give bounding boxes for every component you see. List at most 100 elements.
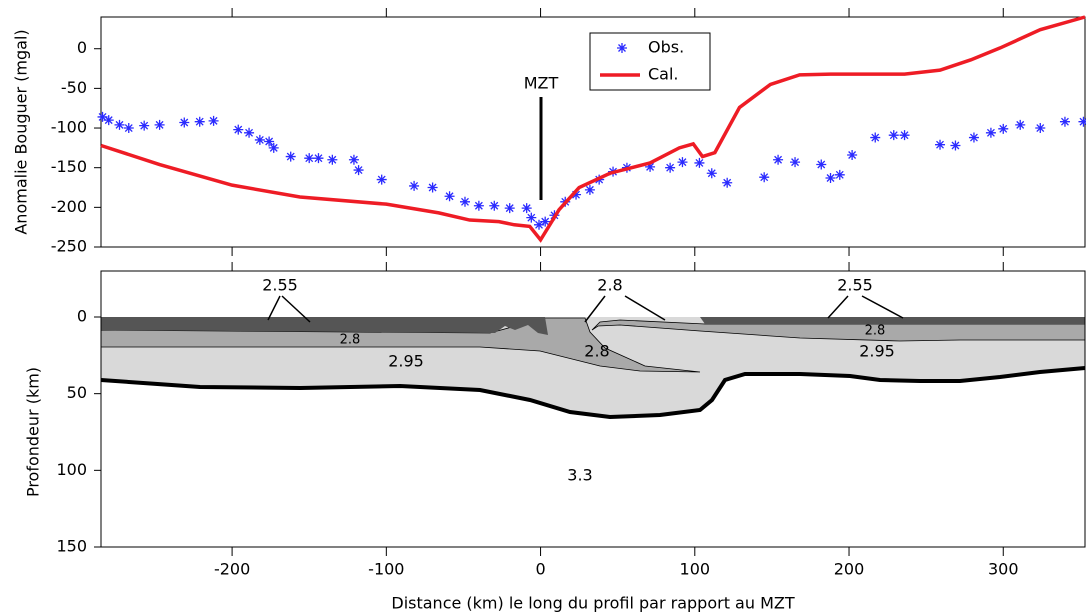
- obs-point: [114, 119, 125, 130]
- obs-point: [706, 168, 717, 179]
- axes-frame: [100, 270, 1086, 548]
- obs-point: [353, 165, 364, 176]
- density-label: 2.95: [859, 342, 895, 361]
- y-axis-label: Profondeur (km): [24, 367, 43, 497]
- y-tick-label: 100: [56, 460, 87, 479]
- obs-point: [285, 151, 296, 162]
- obs-point: [409, 180, 420, 191]
- obs-point: [722, 177, 733, 188]
- legend-marker: [617, 43, 627, 53]
- x-tick-label: -200: [214, 560, 250, 579]
- obs-point: [935, 139, 946, 150]
- density-label: 3.3: [567, 466, 592, 485]
- y-tick-label: 150: [56, 537, 87, 556]
- cross-section: [100, 295, 1086, 420]
- obs-point: [540, 216, 551, 227]
- density-label: 2.55: [262, 276, 298, 295]
- annotation: MZT: [524, 74, 559, 93]
- obs-point: [194, 116, 205, 127]
- x-tick-label: 300: [988, 560, 1019, 579]
- label-pointers: [267, 295, 904, 323]
- layer-2-8-left: [100, 317, 701, 373]
- y-tick-label: -100: [51, 118, 87, 137]
- layer-2-55-right: [700, 317, 1085, 324]
- obs-point: [233, 124, 244, 135]
- density-label: 2.8: [597, 276, 622, 295]
- legend-label: Cal.: [648, 65, 679, 84]
- obs-point: [103, 115, 114, 126]
- obs-point: [759, 172, 770, 183]
- obs-point: [489, 200, 500, 211]
- obs-point: [899, 130, 910, 141]
- x-tick-label: -100: [368, 560, 404, 579]
- section-labels: 2.55 2.8 2.55 2.8 2.95 2.8 2.8 2.95 3.3: [262, 276, 895, 485]
- obs-point: [376, 174, 387, 185]
- obs-point: [179, 117, 190, 128]
- obs-point: [1078, 116, 1086, 127]
- obs-point: [526, 212, 537, 223]
- y-tick-label: 50: [67, 383, 87, 402]
- y-tick-label: -250: [51, 237, 87, 256]
- legend-label: Obs.: [648, 38, 684, 57]
- obs-point: [870, 132, 881, 143]
- obs-point: [504, 203, 515, 214]
- obs-point: [834, 169, 845, 180]
- density-label: 2.8: [865, 324, 886, 339]
- x-tick-label: 0: [535, 560, 545, 579]
- obs-point: [998, 123, 1009, 134]
- x-tick-label: 100: [680, 560, 711, 579]
- axes-frame: [100, 16, 1086, 248]
- obs-point: [645, 161, 656, 172]
- obs-point: [304, 153, 315, 164]
- obs-point: [123, 123, 134, 134]
- obs-point: [534, 219, 545, 230]
- obs-point: [950, 140, 961, 151]
- obs-point: [154, 119, 165, 130]
- y-axis-label: Anomalie Bouguer (mgal): [12, 29, 31, 234]
- layer-2-55-left: [101, 317, 548, 335]
- obs-point: [254, 134, 265, 145]
- obs-point: [694, 157, 705, 168]
- obs-point: [327, 154, 338, 165]
- y-tick-label: 0: [77, 38, 87, 57]
- y-tick-label: -200: [51, 197, 87, 216]
- obs-point: [427, 182, 438, 193]
- density-label: 2.55: [837, 276, 873, 295]
- model-line: [100, 15, 1086, 243]
- obs-point: [985, 127, 996, 138]
- obs-point: [97, 111, 108, 122]
- obs-point: [473, 200, 484, 211]
- obs-point: [888, 130, 899, 141]
- obs-point: [968, 132, 979, 143]
- obs-point: [348, 154, 359, 165]
- obs-point: [139, 120, 150, 131]
- x-axis-label: Distance (km) le long du profil par rapp…: [391, 594, 794, 613]
- y-tick-label: -50: [61, 78, 87, 97]
- obs-point: [847, 150, 858, 160]
- x-tick-label: 200: [834, 560, 865, 579]
- obs-point: [208, 115, 219, 126]
- obs-point: [1015, 119, 1026, 130]
- obs-point: [264, 136, 275, 147]
- obs-point: [1059, 116, 1070, 127]
- obs-point: [1035, 123, 1046, 134]
- obs-point: [825, 173, 836, 183]
- obs-point: [521, 203, 532, 214]
- moho: [100, 366, 1086, 420]
- obs-point: [244, 127, 255, 138]
- obs-point: [790, 157, 801, 168]
- density-label: 2.95: [388, 352, 424, 371]
- obs-point: [584, 184, 595, 195]
- obs-point: [816, 159, 827, 170]
- obs-point: [459, 196, 470, 207]
- obs-point: [313, 153, 324, 164]
- obs-point: [677, 157, 688, 168]
- obs-point: [444, 191, 455, 202]
- y-tick-label: -150: [51, 157, 87, 176]
- obs-point: [268, 142, 279, 153]
- obs-point: [571, 189, 582, 200]
- legend-box: [589, 32, 711, 91]
- y-tick-label: 0: [77, 307, 87, 326]
- density-label: 2.8: [584, 342, 609, 361]
